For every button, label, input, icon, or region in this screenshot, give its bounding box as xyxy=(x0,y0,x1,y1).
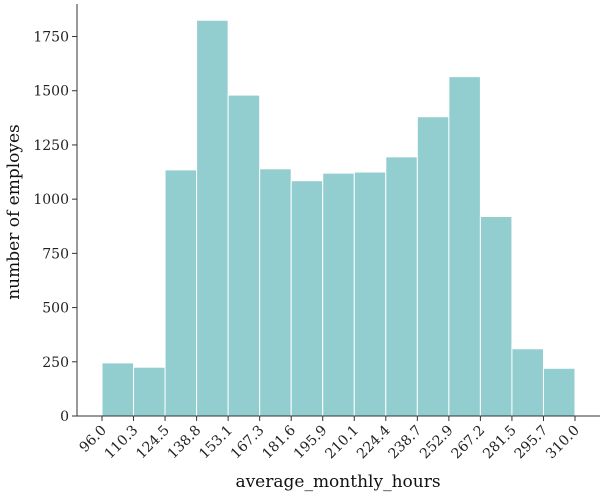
histogram-bar xyxy=(227,94,261,417)
histogram-bar xyxy=(385,156,418,417)
histogram-bar xyxy=(259,168,292,417)
x-tick-label: 281.5 xyxy=(480,423,520,463)
y-axis: 0 250 500 750 1000 1250 1500 1750 xyxy=(33,4,78,425)
histogram-bar xyxy=(353,171,387,417)
x-tick-label: 238.7 xyxy=(385,423,425,463)
y-tick-label: 0 xyxy=(60,409,69,425)
y-tick-label: 1000 xyxy=(33,192,69,208)
histogram-bar xyxy=(416,116,450,417)
histogram-bar xyxy=(448,76,481,417)
x-tick-label: 153.1 xyxy=(196,423,236,463)
x-tick-label: 310.0 xyxy=(543,423,583,463)
histogram-bar xyxy=(479,216,513,417)
x-axis-label: average_monthly_hours xyxy=(235,472,440,492)
y-axis-label: number of employes xyxy=(4,124,24,300)
y-tick-label: 250 xyxy=(42,355,69,371)
y-tick-label: 1750 xyxy=(33,30,69,46)
y-tick-label: 500 xyxy=(42,301,69,317)
x-tick-label: 181.6 xyxy=(259,422,299,462)
histogram-bar xyxy=(542,367,576,417)
x-tick-label: 252.9 xyxy=(417,423,457,463)
y-tick-label: 1250 xyxy=(33,138,69,154)
bars-group xyxy=(101,19,576,417)
x-tick-label: 295.7 xyxy=(512,423,552,463)
histogram-bar xyxy=(290,180,324,417)
x-axis: 96.0110.3124.5138.8153.1167.3181.6195.92… xyxy=(76,415,600,463)
x-tick-label: 224.4 xyxy=(354,422,394,462)
y-tick-label: 750 xyxy=(42,246,69,262)
y-tick-label: 1500 xyxy=(33,84,69,100)
x-tick-label: 267.2 xyxy=(449,423,489,463)
x-tick-label: 195.9 xyxy=(291,423,331,463)
x-tick-label: 210.1 xyxy=(322,423,362,463)
histogram-bar xyxy=(196,19,229,417)
x-tick-label: 138.8 xyxy=(165,423,205,463)
histogram-bar xyxy=(101,362,135,417)
histogram-bar xyxy=(322,172,355,417)
histogram-bar xyxy=(511,348,544,417)
histogram-bar xyxy=(164,169,198,417)
x-tick-label: 124.5 xyxy=(133,423,173,463)
x-tick-label: 167.3 xyxy=(228,423,268,463)
x-tick-label: 110.3 xyxy=(102,423,142,463)
histogram-bar xyxy=(133,366,166,417)
